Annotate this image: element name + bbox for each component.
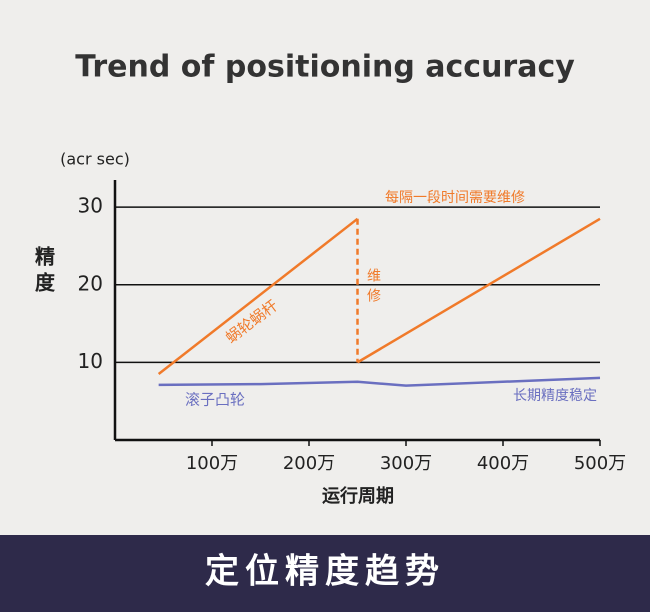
y-tick-label: 20 — [78, 271, 103, 295]
series-line — [158, 376, 601, 387]
x-tick-label: 400万 — [477, 453, 529, 474]
series-label: 滚子凸轮 — [185, 391, 245, 409]
y-tick-label: 10 — [78, 349, 103, 373]
series-line — [356, 217, 601, 364]
y-unit: (acr sec) — [60, 150, 130, 169]
annotation: 每隔一段时间需要维修 — [385, 190, 525, 206]
banner-bg — [0, 535, 650, 612]
x-tick-label: 200万 — [283, 453, 335, 474]
banner: 定位精度趋势 — [205, 552, 445, 592]
annotation: 维修 — [365, 268, 381, 308]
series-label: 蜗轮蜗杆 — [222, 296, 281, 346]
x-axis-label: 运行周期 — [322, 485, 394, 507]
annotation: 长期精度稳定 — [513, 388, 597, 404]
y-tick-label: 30 — [78, 194, 103, 218]
series-line — [157, 217, 359, 376]
chart-title: Trend of positioning accuracy — [75, 50, 575, 85]
x-tick-label: 300万 — [380, 453, 432, 474]
x-tick-label: 500万 — [574, 453, 626, 474]
y-axis-label: 精度 — [32, 245, 56, 298]
x-tick-label: 100万 — [186, 453, 238, 474]
